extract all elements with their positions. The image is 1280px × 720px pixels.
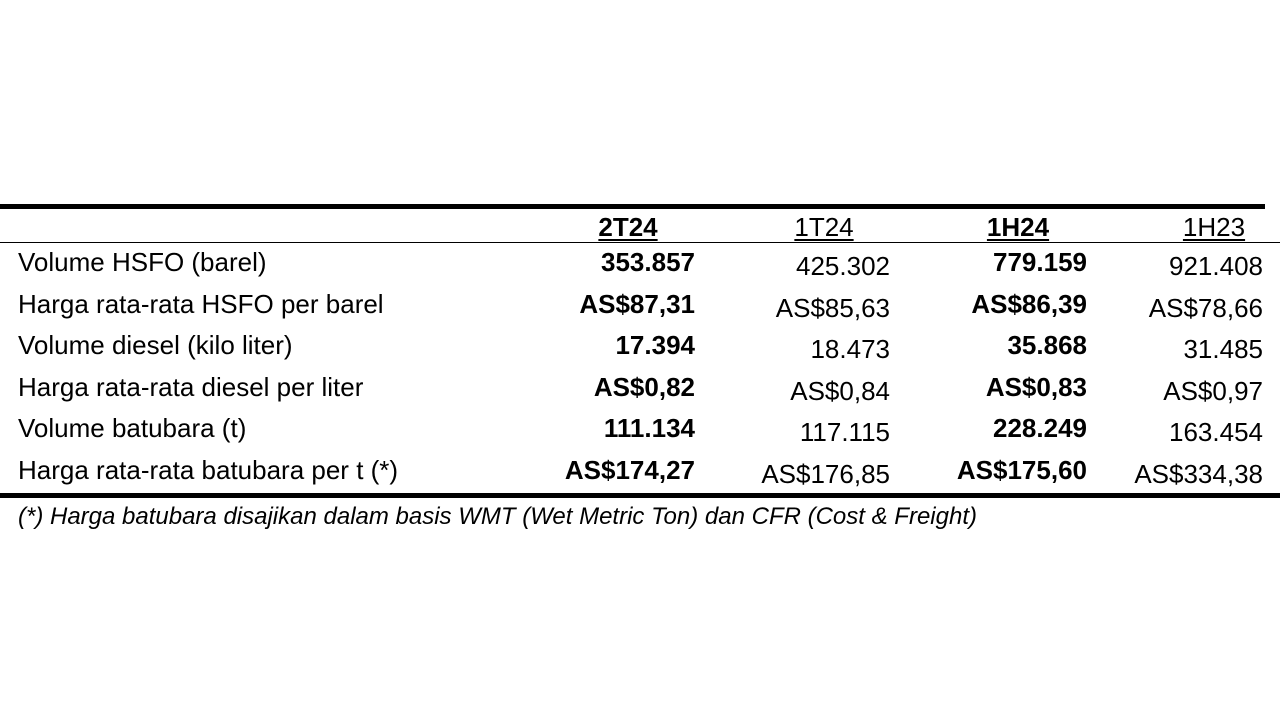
cell: 117.115 <box>799 417 890 447</box>
row-label: Harga rata-rata batubara per t (*) <box>18 454 399 485</box>
cell: 163.454 <box>1169 417 1263 447</box>
cell: 779.159 <box>993 247 1087 277</box>
cell: 228.249 <box>993 413 1087 443</box>
cell: AS$0,97 <box>1163 375 1263 406</box>
cell: 425.302 <box>796 251 890 281</box>
column-header: 2T24 <box>598 212 658 242</box>
cell: AS$0,82 <box>593 371 695 402</box>
footnote: (*) Harga batubara disajikan dalam basis… <box>18 503 977 530</box>
cell: AS$334,38 <box>1134 458 1263 489</box>
cell: 111.134 <box>603 413 695 443</box>
cell: AS$0,84 <box>790 375 890 406</box>
row-label: Volume diesel (kilo liter) <box>18 330 293 360</box>
row-label: Harga rata-rata HSFO per barel <box>18 288 384 319</box>
cell: AS$175,60 <box>956 454 1087 485</box>
column-header: 1H24 <box>986 212 1050 242</box>
cell: AS$85,63 <box>775 292 890 323</box>
cell: 31.485 <box>1183 334 1263 364</box>
cell: AS$174,27 <box>564 454 695 485</box>
cell: AS$176,85 <box>761 458 890 489</box>
top-rule <box>0 204 1265 209</box>
cell: AS$87,31 <box>579 288 695 319</box>
row-label: Volume batubara (t) <box>18 413 247 443</box>
cell: 921.408 <box>1169 251 1263 281</box>
cell: 18.473 <box>810 334 890 364</box>
row-label: Volume HSFO (barel) <box>18 247 267 277</box>
cell: 353.857 <box>601 247 695 277</box>
cell: AS$86,39 <box>971 288 1087 319</box>
header-rule <box>0 242 1280 243</box>
bottom-rule <box>0 493 1280 498</box>
cell: 17.394 <box>615 330 695 360</box>
column-header: 1T24 <box>794 212 854 242</box>
cell: AS$78,66 <box>1148 292 1263 323</box>
column-header: 1H23 <box>1182 212 1246 242</box>
row-label: Harga rata-rata diesel per liter <box>18 371 364 402</box>
cell: AS$0,83 <box>985 371 1087 402</box>
cell: 35.868 <box>1007 330 1087 360</box>
